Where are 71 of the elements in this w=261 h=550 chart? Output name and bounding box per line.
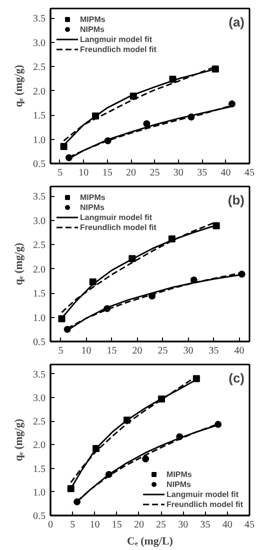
y-tick-label: 3.0 (33, 38, 46, 49)
x-tick-label: 40 (220, 168, 231, 178)
x-tick-label: 15 (102, 168, 112, 178)
legend-label: NIPMs (80, 24, 104, 34)
x-tick-label: 10 (81, 346, 92, 356)
y-tick-label: 3.5 (33, 14, 46, 25)
y-tick-label: 2.0 (33, 264, 46, 276)
y-tick-label: 2.0 (33, 440, 46, 452)
x-tick-label: 5 (57, 168, 62, 178)
x-tick-label: 10 (78, 168, 89, 178)
y-tick-label: 3.0 (33, 216, 46, 227)
y-tick-label: 1.0 (33, 487, 46, 498)
point (143, 120, 150, 128)
x-tick-label: 0 (48, 520, 53, 530)
y-axis-title: qₑ (mg/g) (13, 418, 25, 462)
legend-label: Langmuir model fit (80, 212, 152, 222)
x-tick-label: 30 (173, 168, 184, 178)
legend-label: Langmuir model fit (166, 489, 239, 499)
y-tick-label: 1.5 (33, 110, 46, 122)
y-tick-label: 0.5 (33, 511, 46, 522)
x-tick-label: 45 (244, 520, 254, 530)
y-axis-title: qₑ (mg/g) (13, 64, 25, 108)
x-tick-label: 5 (70, 520, 76, 530)
x-tick-label: 25 (158, 346, 168, 356)
y-tick-label: 3.5 (33, 192, 46, 203)
legend-label: Freundlich model fit (166, 499, 243, 509)
x-axis-title: Cₑ (mg/L) (127, 536, 174, 548)
point (142, 455, 150, 462)
y-tick-label: 0.5 (33, 337, 46, 348)
x-tick-label: 15 (112, 520, 122, 530)
y-tick-label: 1.0 (33, 312, 46, 324)
x-tick-label: 5 (58, 346, 64, 356)
x-tick-label: 30 (183, 346, 194, 356)
x-tick-label: 35 (197, 168, 208, 178)
y-tick-label: 2.5 (33, 240, 46, 252)
point (60, 143, 68, 150)
y-tick-label: 2.5 (33, 416, 46, 428)
legend-label: NIPMs (166, 479, 191, 489)
legend-label: Langmuir model fit (80, 34, 152, 44)
annotation: (c) (228, 370, 244, 386)
x-tick-label: 25 (150, 168, 160, 178)
legend-label: MIPMs (166, 469, 192, 479)
y-tick-label: 3.0 (33, 393, 46, 404)
y-tick-label: 1.5 (33, 288, 46, 300)
x-tick-label: 20 (132, 346, 142, 356)
annotation: (a) (228, 14, 244, 30)
x-tick-label: 40 (222, 520, 232, 530)
y-tick-label: 1.0 (33, 134, 46, 146)
x-tick-label: 35 (200, 520, 210, 530)
legend-label: Freundlich model fit (80, 222, 156, 232)
point (228, 100, 236, 108)
legend-label: MIPMs (80, 14, 106, 24)
x-tick-label: 40 (234, 346, 244, 356)
y-tick-label: 2.0 (33, 86, 46, 98)
y-axis-title: qₑ (mg/g) (13, 242, 25, 286)
legend-label: Freundlich model fit (80, 44, 156, 54)
y-tick-label: 3.5 (33, 369, 46, 380)
y-tick-label: 1.5 (33, 464, 46, 475)
y-tick-label: 2.5 (33, 62, 46, 74)
annotation: (b) (228, 192, 245, 208)
x-tick-label: 35 (208, 346, 219, 356)
legend-label: NIPMs (80, 202, 104, 212)
x-tick-label: 30 (178, 520, 188, 530)
legend-label: MIPMs (80, 192, 106, 202)
x-tick-label: 45 (244, 168, 254, 178)
x-tick-label: 20 (134, 520, 144, 530)
x-tick-label: 10 (90, 520, 100, 530)
x-tick-label: 15 (106, 346, 117, 356)
y-tick-label: 0.5 (33, 159, 46, 170)
x-tick-label: 25 (156, 520, 166, 530)
x-tick-label: 20 (126, 168, 136, 178)
